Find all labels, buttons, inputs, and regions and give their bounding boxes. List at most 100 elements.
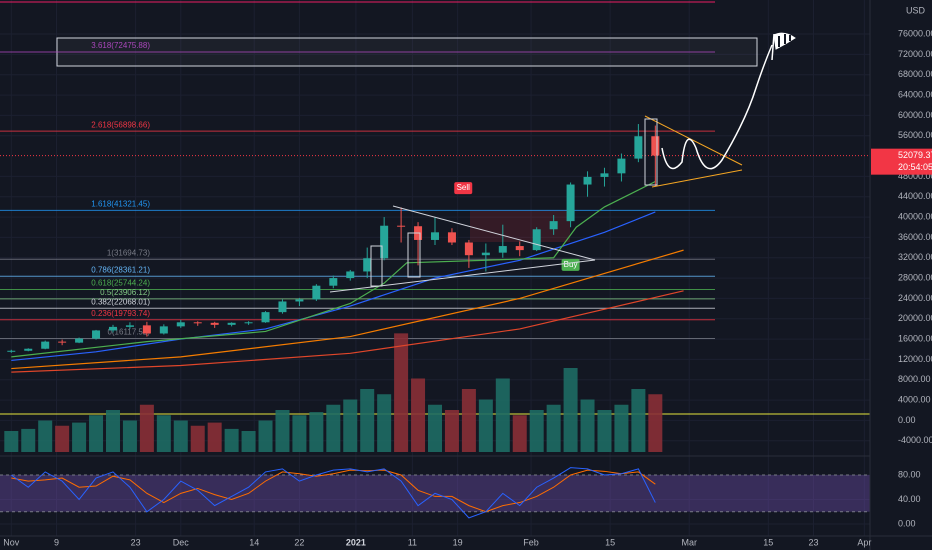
volume-bar — [648, 394, 663, 452]
plot: 3.618(72475.88) 2.618(56898.66) 1.618(4132… — [0, 41, 870, 519]
volume-bar — [563, 368, 578, 452]
fib-label: 0.236(19793.74) — [91, 309, 150, 318]
volume-bar — [139, 404, 154, 452]
candle-body — [380, 225, 389, 259]
volume-bar — [512, 415, 527, 452]
x-tick-label: Feb — [523, 537, 539, 547]
volume-bar — [190, 425, 205, 452]
candle-body — [41, 341, 50, 349]
volume-bar — [360, 389, 375, 452]
candle-body — [566, 184, 575, 222]
fib-label: 0.382(22068.01) — [91, 297, 150, 306]
volume-bar — [597, 410, 612, 452]
flag-pole — [771, 33, 775, 61]
x-tick-label: 14 — [249, 537, 259, 547]
candle-body — [464, 242, 473, 256]
price-tag-label: 52079.37 — [898, 150, 932, 160]
annotation-box — [454, 182, 473, 195]
volume-bar — [343, 399, 358, 452]
volume-bar — [258, 420, 273, 452]
stoch-tick-label: 80.00 — [898, 469, 921, 479]
candle-body — [261, 312, 270, 323]
volume-bar — [495, 378, 510, 452]
x-tick-label: 15 — [763, 537, 773, 547]
volume-bar — [55, 425, 70, 452]
x-tick-label: 19 — [453, 537, 463, 547]
y-tick-label: 68000.00 — [898, 69, 932, 79]
candle-body — [92, 330, 101, 339]
y-tick-label: 24000.00 — [898, 293, 932, 303]
countdown-label: 20:54:05 — [898, 162, 932, 172]
flag-check — [778, 34, 791, 47]
y-tick-label: 44000.00 — [898, 191, 932, 201]
trend-line — [329, 259, 596, 293]
highlight-box — [370, 245, 383, 287]
candle-body — [227, 322, 236, 325]
stoch-tick-label: 40.00 — [898, 494, 921, 504]
y-tick-label: 60000.00 — [898, 110, 932, 120]
volume-bar — [461, 389, 476, 452]
volume-bar — [241, 431, 256, 452]
volume-bar — [478, 399, 493, 452]
volume-bar — [444, 410, 459, 452]
y-tick-label: 64000.00 — [898, 89, 932, 99]
volume-bar — [173, 420, 188, 452]
volume-bar — [4, 431, 19, 452]
candle-body — [583, 176, 592, 185]
candle-body — [75, 338, 84, 343]
volume-bar — [377, 394, 392, 452]
fib-label: 0.786(28361.21) — [91, 265, 150, 274]
candle-body — [193, 322, 202, 324]
freehand-path — [661, 44, 773, 170]
fib-label: 1.618(41321.45) — [91, 199, 150, 208]
y-tick-label: 72000.00 — [898, 49, 932, 59]
volume-bar — [207, 422, 222, 452]
candle-body — [295, 299, 304, 302]
annotation-box — [561, 258, 580, 271]
moving-average — [11, 180, 656, 358]
volume-bar — [72, 422, 87, 452]
volume-bar — [21, 428, 36, 452]
candle-body — [651, 136, 660, 156]
x-tick-label: 15 — [605, 537, 615, 547]
volume-bar — [156, 415, 171, 452]
x-tick-label: 11 — [408, 537, 417, 547]
trend-line — [644, 115, 743, 166]
candle-body — [346, 271, 355, 279]
candle-body — [600, 173, 609, 177]
x-tick-label: 23 — [808, 537, 818, 547]
candle-body — [312, 285, 321, 300]
y-tick-label: 16000.00 — [898, 333, 932, 343]
trend-line — [392, 205, 596, 261]
candle-body — [634, 136, 643, 159]
axes: 76000.00 72000.00 68000.00 64000.00 60000.00… — [3, 28, 932, 547]
candle-body — [176, 322, 185, 327]
currency: USD — [906, 5, 926, 15]
candle-body — [142, 325, 151, 334]
candle-body — [515, 246, 524, 251]
stochastic-k — [11, 467, 656, 519]
volume-bar — [580, 399, 595, 452]
x-tick-label: 23 — [131, 537, 141, 547]
highlight-box — [644, 118, 658, 186]
candle-body — [210, 322, 219, 325]
x-tick-label: 2021 — [346, 537, 366, 547]
candle-body — [481, 252, 490, 256]
fib-label: 3.618(72475.88) — [91, 41, 150, 50]
fib-label: 0.5(23906.12) — [100, 288, 150, 297]
volume-bar — [614, 404, 629, 452]
x-tick-label: 22 — [294, 537, 304, 547]
candle-body — [363, 258, 372, 272]
volume-bar — [38, 420, 53, 452]
volume-bar — [89, 415, 104, 452]
candle-body — [7, 350, 16, 352]
x-tick-label: Mar — [681, 537, 697, 547]
x-tick-label: 9 — [54, 537, 59, 547]
moving-average — [11, 249, 684, 370]
price-axis — [870, 0, 932, 550]
candle-body — [159, 326, 168, 334]
fib-label: 2.618(56898.66) — [91, 120, 150, 129]
